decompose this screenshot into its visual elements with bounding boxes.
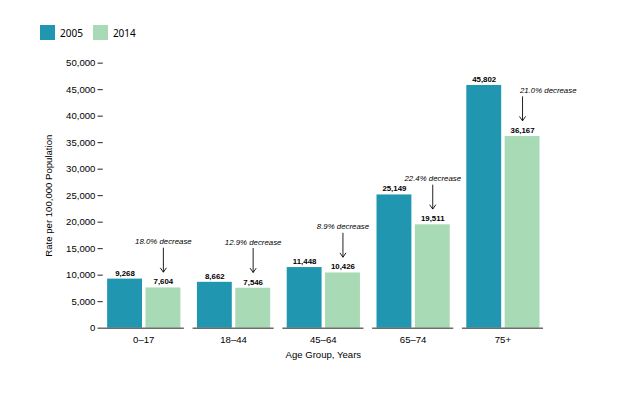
svg-text:9,268: 9,268 bbox=[115, 269, 135, 278]
svg-text:21.0% decrease: 21.0% decrease bbox=[519, 86, 577, 95]
svg-text:65–74: 65–74 bbox=[400, 334, 427, 345]
svg-text:11,448: 11,448 bbox=[293, 257, 317, 266]
svg-text:7,604: 7,604 bbox=[154, 277, 174, 286]
svg-text:8,662: 8,662 bbox=[205, 272, 225, 281]
svg-text:10,000: 10,000 bbox=[66, 269, 95, 280]
svg-text:75+: 75+ bbox=[495, 334, 512, 345]
html-text:2014: 2014 bbox=[112, 25, 136, 40]
svg-text:20,000: 20,000 bbox=[66, 216, 95, 227]
svg-text:5,000: 5,000 bbox=[71, 296, 95, 307]
svg-text:0–17: 0–17 bbox=[133, 334, 154, 345]
svg-text:45,000: 45,000 bbox=[66, 84, 95, 95]
html-text:2005: 2005 bbox=[60, 25, 83, 40]
svg-text:35,000: 35,000 bbox=[66, 137, 95, 148]
svg-text:0: 0 bbox=[90, 322, 95, 333]
svg-text:Rate per 100,000 Population: Rate per 100,000 Population bbox=[43, 135, 54, 257]
svg-text:19,511: 19,511 bbox=[421, 214, 445, 223]
svg-text:25,149: 25,149 bbox=[382, 184, 407, 193]
svg-text:8.9% decrease: 8.9% decrease bbox=[317, 222, 370, 231]
svg-text:40,000: 40,000 bbox=[66, 110, 95, 121]
svg-text:10,426: 10,426 bbox=[331, 262, 356, 271]
svg-text:12.9% decrease: 12.9% decrease bbox=[225, 238, 282, 247]
svg-text:25,000: 25,000 bbox=[66, 190, 95, 201]
svg-text:45–64: 45–64 bbox=[310, 334, 337, 345]
svg-text:Age Group, Years: Age Group, Years bbox=[286, 349, 362, 360]
svg-text:7,546: 7,546 bbox=[243, 278, 263, 287]
svg-text:15,000: 15,000 bbox=[66, 243, 95, 254]
svg-text:22.4% decrease: 22.4% decrease bbox=[403, 174, 461, 183]
svg-text:45,802: 45,802 bbox=[472, 75, 497, 84]
svg-text:18–44: 18–44 bbox=[220, 334, 247, 345]
svg-text:50,000: 50,000 bbox=[66, 57, 95, 68]
svg-text:36,167: 36,167 bbox=[511, 126, 536, 135]
svg-text:18.0% decrease: 18.0% decrease bbox=[135, 237, 192, 246]
svg-text:30,000: 30,000 bbox=[66, 163, 95, 174]
